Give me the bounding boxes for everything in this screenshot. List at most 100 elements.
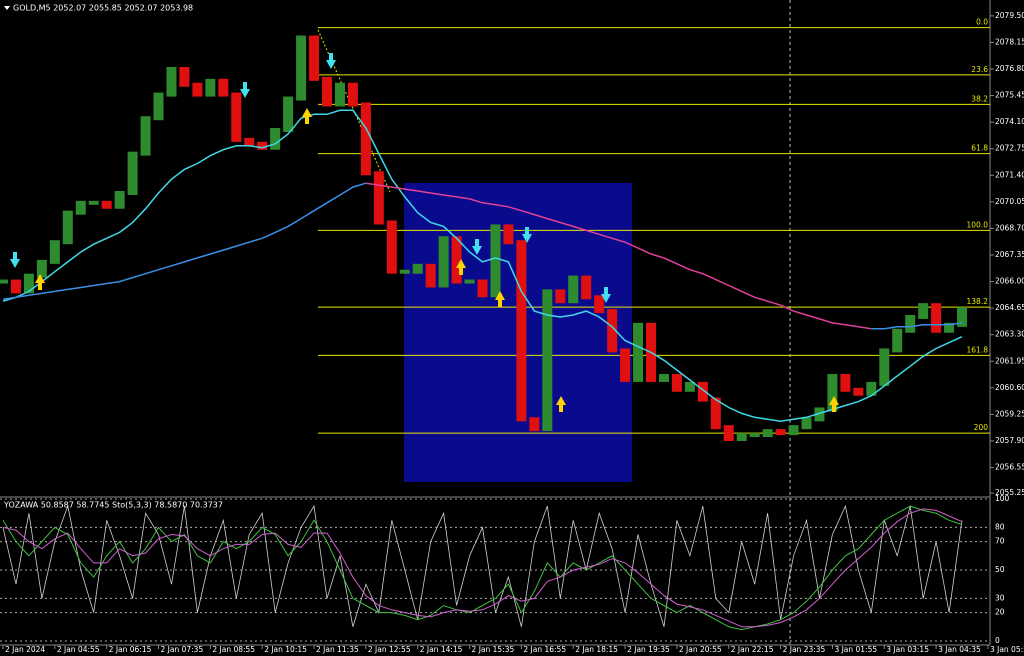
candle [684,381,695,392]
candle [944,322,955,333]
indicator-line [2,505,963,631]
candle [918,303,929,319]
y-tick-label: 50 [995,565,1005,574]
candle [529,417,540,432]
x-tick-label: 2 Jan 04:55 [57,645,100,654]
candle [62,210,73,245]
candle [140,116,151,156]
plots: 2079.50 2078.15 2076.80 2075.45 2074.10 2072.… [0,11,1024,654]
y-tick-label: 70 [995,537,1005,546]
candle [75,200,86,215]
x-tick-label: 3 Jan 05:55 [990,645,1024,654]
candle [892,328,903,353]
candle [762,429,773,438]
candle [594,295,605,314]
x-tick-label: 2 Jan 20:55 [679,645,722,654]
signal-arrows [10,53,839,412]
y-tick-label: 2066.00 [995,277,1024,286]
candle [749,433,760,438]
indicator-line [871,322,963,330]
candle [10,279,21,294]
fib-label: 138.2 [967,297,989,306]
candle [503,224,514,245]
candle [166,67,177,97]
candle [853,387,864,396]
y-tick-label: 2078.15 [995,37,1024,46]
down-arrow [240,82,250,98]
candle [322,76,332,107]
down-arrow [522,227,532,243]
y-tick-label: 2055.25 [995,488,1024,497]
candle [412,263,423,274]
y-tick-label: 2059.25 [995,409,1024,418]
candle [555,289,566,304]
x-tick-label: 3 Jan 01:55 [834,645,877,654]
candle [723,425,734,441]
indicator-line [2,504,963,627]
candle [710,397,721,430]
down-arrow [10,252,20,268]
candle [153,92,164,121]
candle [581,275,592,300]
y-tick-label: 2067.35 [995,250,1024,259]
candle [218,78,229,97]
fib-label: 100.0 [967,220,989,229]
indicator-line [2,109,963,423]
down-arrow [326,53,336,69]
candle [49,240,60,264]
y-tick-label: 100 [995,494,1010,503]
fib-label: 161.8 [967,345,989,354]
y-tick-label: 2060.60 [995,383,1024,392]
candle [775,429,786,436]
candle [205,78,216,97]
candle [23,273,34,294]
candle [244,137,255,146]
indicator-line [2,182,367,301]
candle [386,220,397,274]
y-tick-label: 2056.55 [995,463,1024,472]
y-tick-label: 2075.45 [995,91,1024,100]
x-tick-label: 2 Jan 08:55 [212,645,255,654]
x-tick-label: 2 Jan 06:15 [109,645,152,654]
candle [671,374,682,392]
x-tick-label: 2 Jan 14:15 [420,645,463,654]
y-tick-label: 2079.50 [995,11,1024,20]
candle [309,35,320,81]
candle [827,374,838,412]
candle [931,303,942,333]
y-tick-label: 2071.40 [995,170,1024,179]
x-tick-label: 2 Jan 11:35 [316,645,359,654]
fib-label: 23.6 [971,65,988,74]
candle [283,96,294,133]
candle [88,200,99,205]
fib-label: 0.0 [976,18,988,27]
candle [516,240,527,422]
x-tick-label: 3 Jan 04:35 [938,645,981,654]
candle [477,279,488,298]
candle [568,275,579,304]
candle [451,236,462,284]
candle [192,82,203,97]
indicator-line [365,182,872,330]
candle [620,348,631,382]
candle [633,322,644,382]
candle [658,374,669,382]
candle [542,289,553,432]
y-tick-label: 2063.30 [995,330,1024,339]
up-arrow [556,396,566,412]
candle [270,128,281,150]
up-arrow [829,396,839,412]
y-tick-label: 2076.80 [995,64,1024,73]
candle [127,151,138,195]
candle [334,82,345,107]
x-tick-label: 2 Jan 07:35 [161,645,204,654]
symbol-menu-icon[interactable] [4,6,10,10]
candle [464,279,475,284]
y-tick-label: 2074.10 [995,117,1024,126]
candle [373,171,384,225]
candle [788,425,799,436]
candle [296,35,307,101]
x-tick-label: 2 Jan 22:15 [731,645,774,654]
candle [814,407,825,422]
x-tick-label: 2 Jan 10:15 [264,645,307,654]
